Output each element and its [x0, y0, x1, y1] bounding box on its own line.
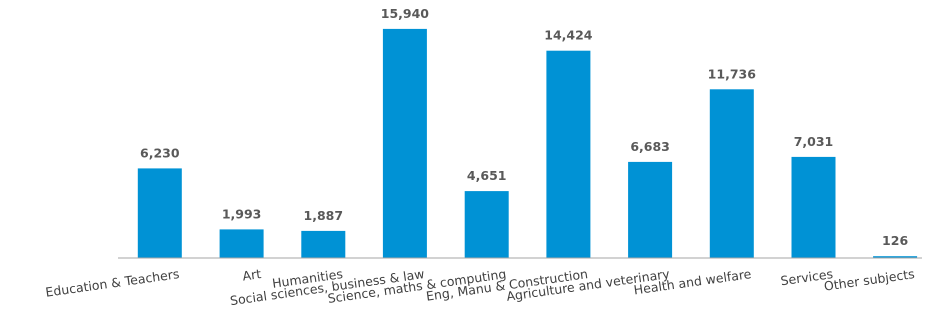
bar	[464, 191, 509, 258]
bar	[791, 156, 836, 258]
bar	[628, 161, 673, 258]
bar-value-label: 1,993	[222, 206, 262, 221]
bar-value-label: 126	[882, 233, 908, 248]
bar-value-label: 11,736	[708, 66, 757, 81]
category-label: Art	[242, 266, 263, 283]
bar-value-label: 7,031	[794, 134, 834, 149]
bar	[219, 229, 264, 258]
bar-value-label: 4,651	[467, 168, 507, 183]
category-label: Services	[780, 266, 834, 288]
bar	[546, 50, 591, 259]
bar-value-label: 1,887	[304, 208, 344, 223]
bar	[382, 28, 427, 259]
category-label: Education & Teachers	[45, 266, 181, 300]
value-labels-group: 6,230 1,993 1,887 15,940 4,651 14,424 6,683 11,…	[140, 6, 908, 248]
bars-group	[137, 28, 918, 259]
category-label: Other subjects	[823, 266, 915, 294]
bar	[301, 230, 346, 258]
bar	[709, 89, 754, 258]
bar-value-label: 6,683	[630, 139, 670, 154]
category-labels-group: Education & Teachers Art HumanitiesSocial …	[45, 266, 916, 308]
bar	[137, 168, 182, 258]
bar-value-label: 14,424	[544, 28, 593, 43]
bar-value-label: 15,940	[381, 6, 430, 21]
bar	[873, 256, 918, 258]
bar-value-label: 6,230	[140, 145, 180, 160]
